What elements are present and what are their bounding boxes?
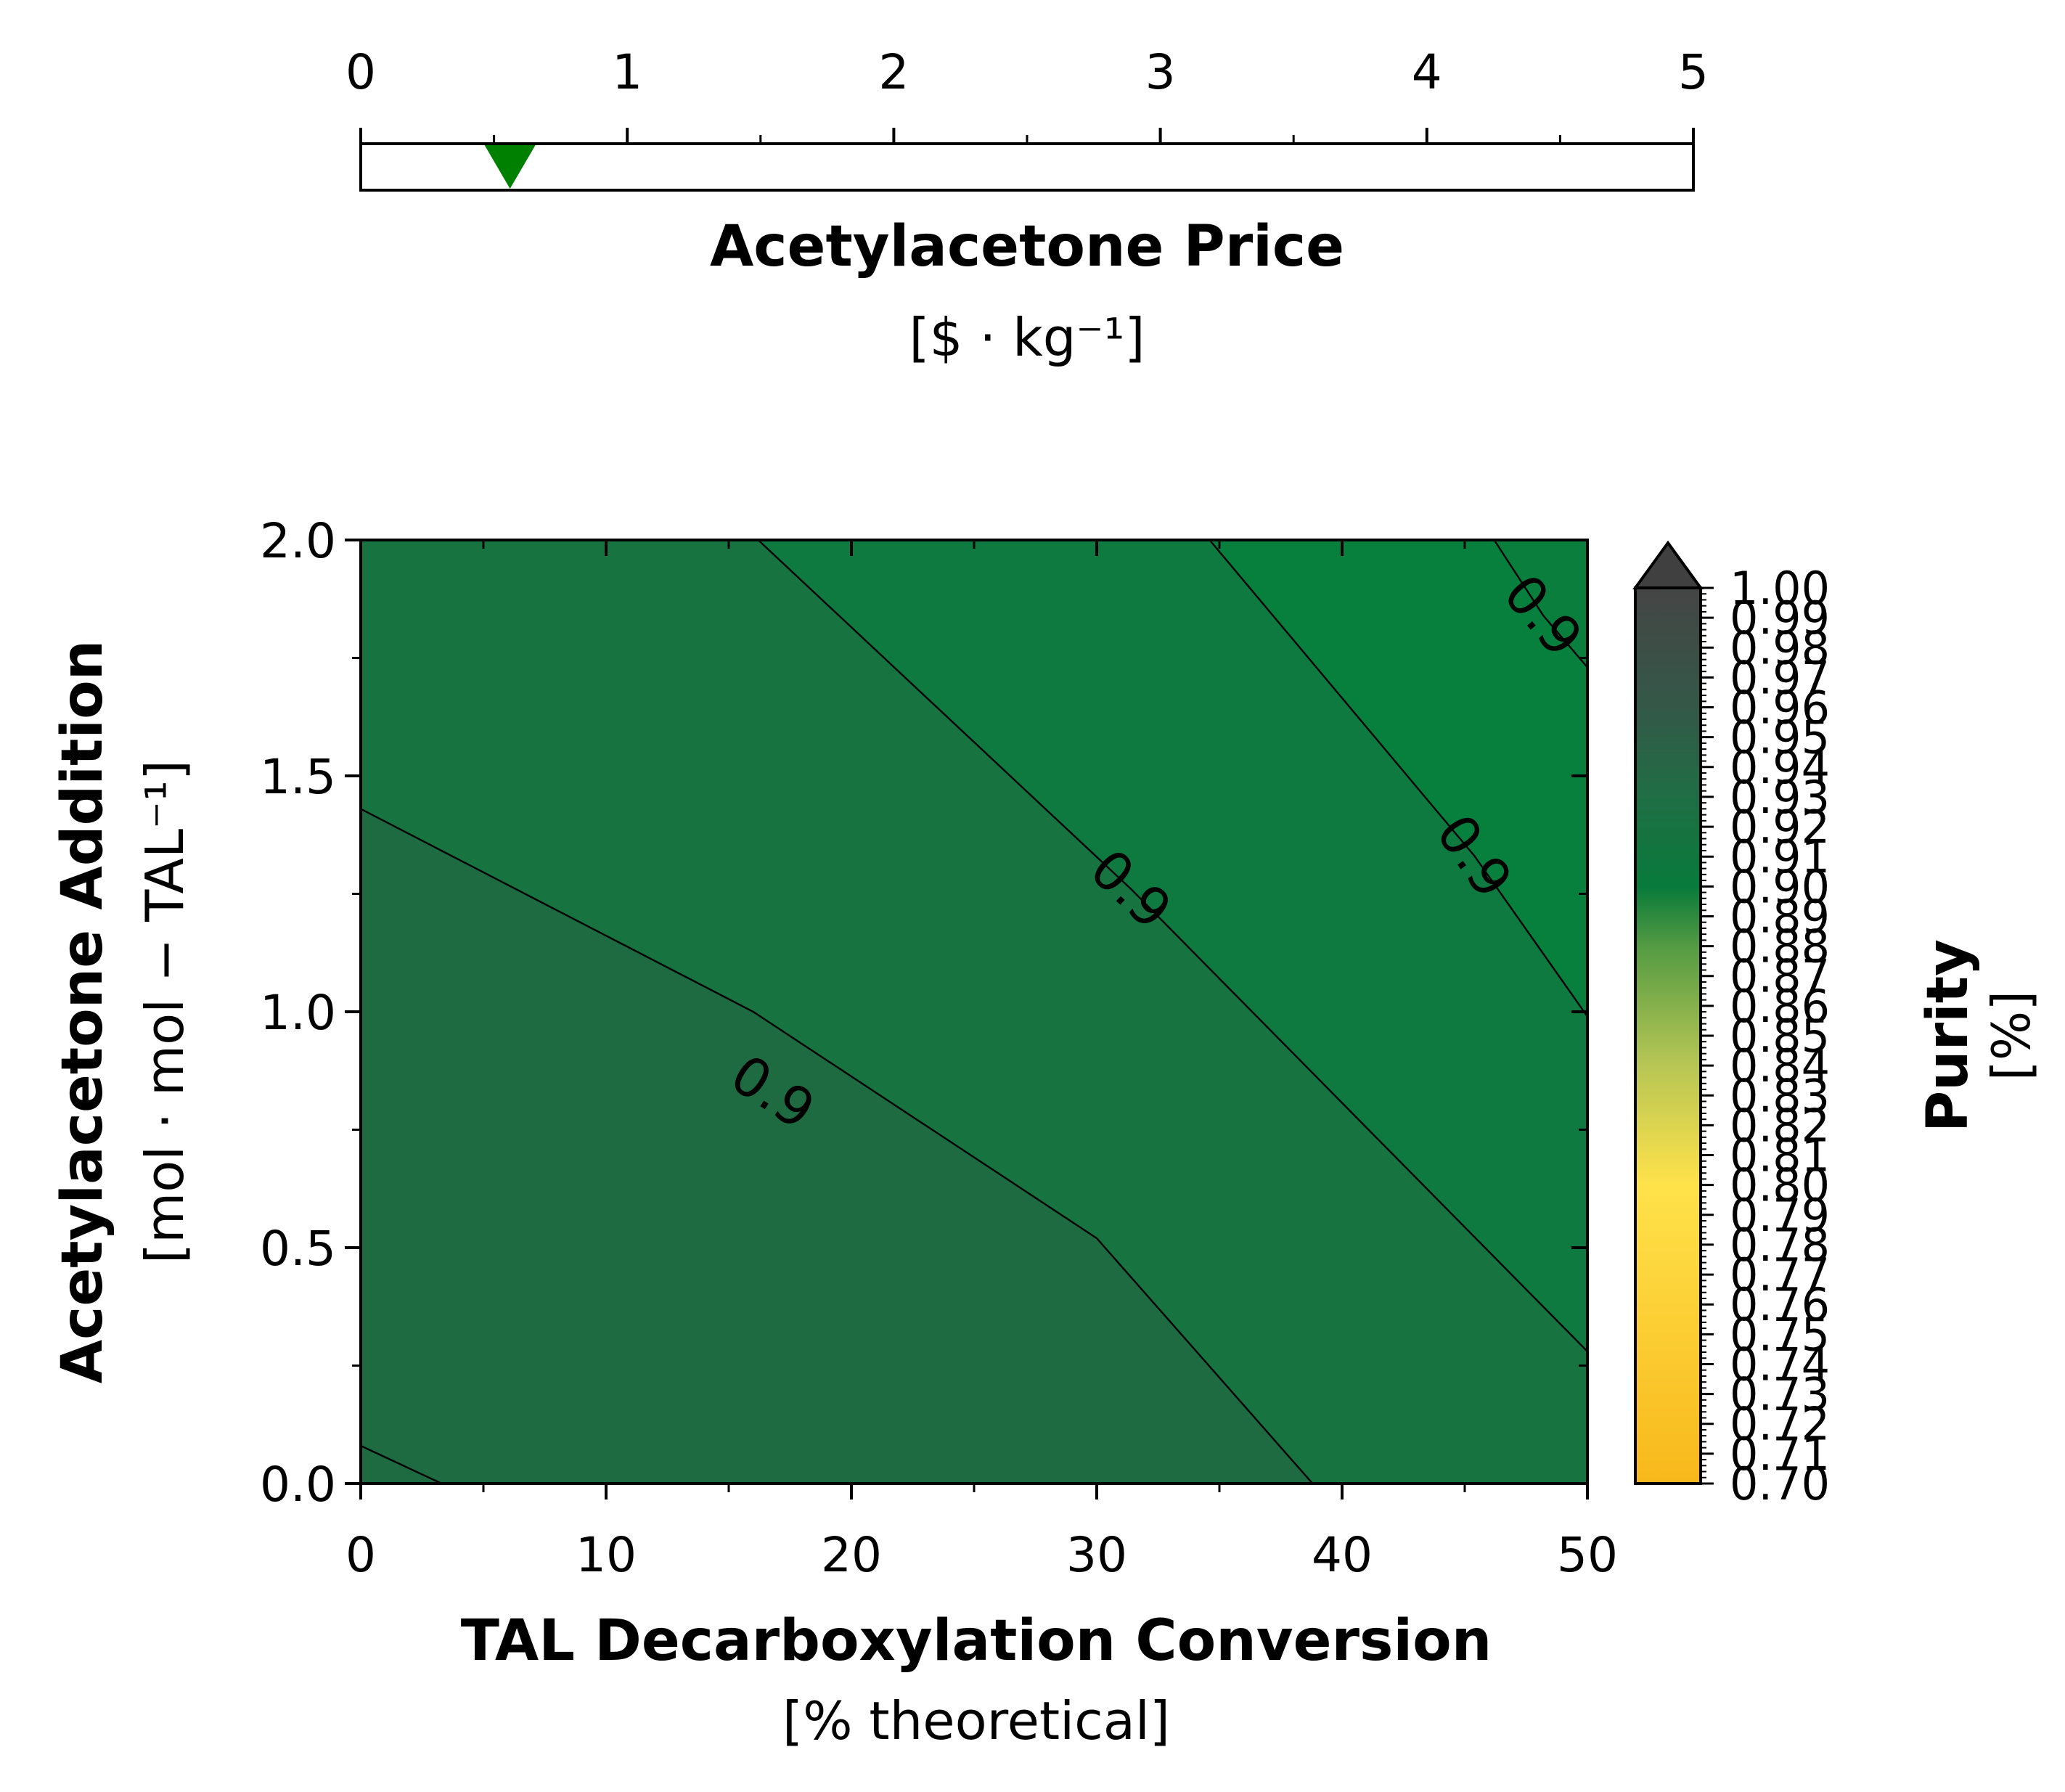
colorbar-tick-label: 1.00 bbox=[1730, 562, 1830, 615]
colorbar-tick-label: 0.72 bbox=[1730, 1398, 1830, 1451]
slider-unit: [$ · kg⁻¹] bbox=[909, 307, 1145, 368]
y-tick-label: 1.5 bbox=[260, 749, 336, 805]
colorbar-tick-label: 0.79 bbox=[1730, 1189, 1830, 1242]
colorbar-tick-label: 0.94 bbox=[1730, 741, 1830, 794]
colorbar-tick-label: 0.81 bbox=[1730, 1129, 1830, 1182]
contour-line bbox=[360, 808, 1314, 1484]
colorbar-tick-label: 0.77 bbox=[1730, 1248, 1830, 1301]
slider-bar bbox=[359, 142, 1695, 192]
y-axis-unit: [mol · mol − TAL⁻¹] bbox=[134, 760, 195, 1264]
colorbar-tick-label: 0.75 bbox=[1730, 1308, 1830, 1361]
y-axis-title: Acetylacetone Addition bbox=[50, 640, 115, 1384]
colorbar-tick-label: 0.76 bbox=[1730, 1278, 1830, 1331]
colorbar-tick-label: 0.91 bbox=[1730, 830, 1830, 883]
x-axis-title: TAL Decarboxylation Conversion bbox=[461, 1608, 1492, 1674]
colorbar-title: Purity bbox=[1915, 939, 1981, 1132]
colorbar-tick-label: 0.82 bbox=[1730, 1099, 1830, 1152]
colorbar-tick-label: 0.83 bbox=[1730, 1069, 1830, 1122]
y-tick-label: 0.0 bbox=[260, 1457, 336, 1513]
colorbar-unit: [%] bbox=[1981, 991, 2042, 1081]
slider-tick-label: 5 bbox=[1678, 44, 1709, 100]
colorbar-tick-label: 0.93 bbox=[1730, 771, 1830, 824]
slider-tick-label: 0 bbox=[345, 44, 376, 100]
slider-tick-label: 4 bbox=[1412, 44, 1442, 100]
colorbar-tick-label: 0.70 bbox=[1730, 1457, 1830, 1510]
contour-plot: 0.90.9 0.90.9 0 10 20 30 40 500.00.51.01.52.0 … bbox=[50, 513, 1618, 1751]
colorbar-tick-label: 0.80 bbox=[1730, 1159, 1830, 1212]
contour-regions bbox=[360, 539, 1588, 1484]
colorbar-tick-label: 0.88 bbox=[1730, 920, 1830, 973]
colorbar-tick-label: 0.90 bbox=[1730, 860, 1830, 913]
colorbar-tick-label: 0.89 bbox=[1730, 890, 1830, 943]
slider-title: Acetylacetone Price bbox=[710, 214, 1344, 279]
price-slider: 0 1 2 3 4 5 Acetylacetone Price [$ · kg⁻¹] bbox=[345, 44, 1709, 368]
colorbar-tick-label: 0.95 bbox=[1730, 711, 1830, 764]
colorbar-ticks: 0.700.710.720.730.740.750.760.770.780.79… bbox=[1701, 562, 1830, 1510]
x-tick-label: 50 bbox=[1557, 1527, 1618, 1583]
x-tick-label: 30 bbox=[1066, 1527, 1127, 1583]
colorbar-tick-label: 0.97 bbox=[1730, 651, 1830, 704]
x-tick-label: 10 bbox=[576, 1527, 637, 1583]
colorbar-tick-label: 0.87 bbox=[1730, 950, 1830, 1003]
contour-line bbox=[1493, 539, 1588, 668]
slider-price-marker bbox=[484, 145, 536, 189]
contour-line bbox=[757, 539, 1588, 1352]
colorbar-tick-label: 0.98 bbox=[1730, 621, 1830, 674]
colorbar-tick-label: 0.71 bbox=[1730, 1428, 1830, 1481]
colorbar-extend-arrow bbox=[1632, 540, 1704, 589]
x-tick-label: 0 bbox=[345, 1527, 376, 1583]
slider-tick-label: 2 bbox=[878, 44, 909, 100]
colorbar-tick-label: 0.92 bbox=[1730, 801, 1830, 854]
colorbar-tick-label: 0.99 bbox=[1730, 592, 1830, 645]
colorbar-tick-label: 0.85 bbox=[1730, 1010, 1830, 1063]
x-axis-unit: [% theoretical] bbox=[782, 1690, 1170, 1751]
colorbar-gradient bbox=[1635, 588, 1701, 1484]
y-tick-label: 1.0 bbox=[260, 985, 336, 1041]
colorbar-tick-label: 0.84 bbox=[1730, 1039, 1830, 1092]
colorbar-tick-label: 0.86 bbox=[1730, 980, 1830, 1033]
y-tick-label: 0.5 bbox=[260, 1221, 336, 1277]
colorbar-tick-label: 0.74 bbox=[1730, 1338, 1830, 1391]
colorbar-tick-label: 0.96 bbox=[1730, 682, 1830, 735]
y-tick-label: 2.0 bbox=[260, 513, 336, 569]
slider-ticks: 0 1 2 3 4 5 bbox=[345, 44, 1709, 144]
contour-lines bbox=[360, 539, 1588, 1485]
axis-ticks: 0 10 20 30 40 50 0.0 0.5 1.0 1.5 2.0 bbox=[260, 513, 1618, 1583]
x-tick-label: 20 bbox=[821, 1527, 882, 1583]
colorbar-tick-label: 0.78 bbox=[1730, 1219, 1830, 1272]
purity-colorbar: 0.700.710.720.730.740.750.760.770.780.79… bbox=[1632, 540, 2042, 1510]
slider-tick-label: 1 bbox=[612, 44, 642, 100]
colorbar-tick-label: 0.73 bbox=[1730, 1368, 1830, 1421]
contour-line bbox=[1209, 539, 1588, 1018]
slider-tick-label: 3 bbox=[1145, 44, 1176, 100]
x-tick-label: 40 bbox=[1312, 1527, 1373, 1583]
contour-line bbox=[360, 1444, 443, 1485]
